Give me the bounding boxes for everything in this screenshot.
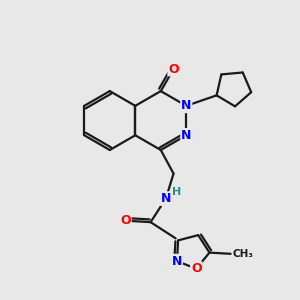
Text: H: H xyxy=(172,187,182,197)
Text: O: O xyxy=(168,62,179,76)
Text: O: O xyxy=(120,214,131,227)
Text: N: N xyxy=(181,99,191,112)
Text: N: N xyxy=(181,129,191,142)
Text: CH₃: CH₃ xyxy=(233,249,254,259)
Text: O: O xyxy=(191,262,202,275)
Text: N: N xyxy=(161,192,171,205)
Text: N: N xyxy=(172,255,182,268)
